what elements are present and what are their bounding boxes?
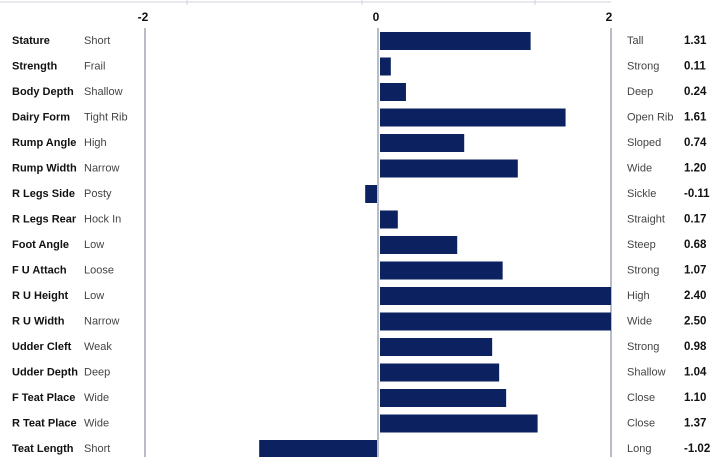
- value-label: 0.24: [684, 86, 707, 98]
- trait-label: R Legs Side: [12, 188, 75, 200]
- high-end-label: Sloped: [627, 137, 661, 149]
- high-end-label: Tall: [627, 35, 644, 47]
- low-end-label: Wide: [84, 392, 109, 404]
- bar-body-depth: [380, 83, 406, 101]
- high-end-label: Strong: [627, 265, 659, 277]
- x-tick-label: -2: [138, 10, 149, 24]
- value-label: 0.74: [684, 137, 707, 149]
- low-end-label: Frail: [84, 61, 105, 73]
- chart-axes: [0, 0, 612, 457]
- trait-label: Rump Angle: [12, 137, 76, 149]
- low-end-label: Loose: [84, 265, 114, 277]
- low-end-label: Low: [84, 239, 104, 251]
- trait-label: R U Height: [12, 290, 69, 302]
- high-end-label: Close: [627, 418, 655, 430]
- trait-label: Stature: [12, 35, 50, 47]
- bar-udder-depth: [380, 363, 500, 382]
- value-label: 1.37: [684, 418, 706, 430]
- high-end-label: High: [627, 290, 650, 302]
- high-end-label: Wide: [627, 316, 652, 328]
- low-end-label: Hock In: [84, 214, 121, 226]
- low-end-label: Deep: [84, 367, 110, 379]
- value-label: -1.02: [684, 443, 710, 455]
- low-end-label: Tight Rib: [84, 112, 128, 124]
- value-label: 0.68: [684, 239, 707, 251]
- low-end-label: Low: [84, 290, 104, 302]
- bar-r-u-width: [380, 312, 611, 331]
- low-end-label: Short: [84, 35, 110, 47]
- value-label: -0.11: [684, 188, 710, 200]
- high-end-label: Strong: [627, 341, 659, 353]
- trait-label: R Legs Rear: [12, 214, 77, 226]
- bar-r-legs-side: [365, 185, 377, 203]
- bar-udder-cleft: [380, 338, 493, 356]
- value-label: 0.17: [684, 214, 706, 226]
- high-end-label: Long: [627, 443, 651, 455]
- high-end-label: Deep: [627, 86, 653, 98]
- value-label: 2.40: [684, 290, 706, 302]
- low-end-label: Wide: [84, 418, 109, 430]
- low-end-label: Weak: [84, 341, 112, 353]
- high-end-label: Straight: [627, 214, 665, 226]
- high-end-label: Steep: [627, 239, 656, 251]
- low-end-label: High: [84, 137, 107, 149]
- chart-bars: [259, 32, 611, 457]
- value-label: 1.31: [684, 35, 707, 47]
- high-end-label: Open Rib: [627, 112, 673, 124]
- value-label: 0.98: [684, 341, 707, 353]
- trait-label: Strength: [12, 61, 58, 73]
- low-end-label: Narrow: [84, 163, 120, 175]
- value-label: 1.61: [684, 112, 707, 124]
- bar-f-u-attach: [380, 261, 503, 280]
- trait-label: F Teat Place: [12, 392, 75, 404]
- bar-r-u-height: [380, 287, 611, 305]
- trait-label: R U Width: [12, 316, 65, 328]
- bar-teat-length: [259, 440, 377, 457]
- bar-r-teat-place: [380, 414, 538, 433]
- low-end-label: Narrow: [84, 316, 120, 328]
- value-label: 0.11: [684, 61, 706, 73]
- bar-r-legs-rear: [380, 210, 398, 229]
- bar-strength: [380, 57, 391, 76]
- trait-label: Teat Length: [12, 443, 74, 455]
- low-end-label: Short: [84, 443, 110, 455]
- x-tick-label: 2: [606, 10, 613, 24]
- value-label: 1.10: [684, 392, 706, 404]
- low-end-label: Shallow: [84, 86, 123, 98]
- value-label: 1.20: [684, 163, 706, 175]
- trait-label: R Teat Place: [12, 418, 77, 430]
- x-tick-label: 0: [373, 10, 380, 24]
- trait-label: Udder Cleft: [12, 341, 72, 353]
- trait-label: Body Depth: [12, 86, 74, 98]
- high-end-label: Shallow: [627, 367, 666, 379]
- chart-labels: -2 0 2 Stature Short Tall 1.31 Strength Frail Str…: [12, 10, 710, 455]
- bar-rump-width: [380, 159, 518, 178]
- trait-label: Foot Angle: [12, 239, 69, 251]
- bar-rump-angle: [380, 134, 465, 152]
- trait-label: Rump Width: [12, 163, 77, 175]
- bar-stature: [380, 32, 531, 50]
- value-label: 1.04: [684, 367, 707, 379]
- bar-foot-angle: [380, 236, 458, 254]
- bar-f-teat-place: [380, 389, 507, 407]
- trait-label: F U Attach: [12, 265, 67, 277]
- high-end-label: Wide: [627, 163, 652, 175]
- value-label: 2.50: [684, 316, 706, 328]
- trait-label: Udder Depth: [12, 367, 78, 379]
- value-label: 1.07: [684, 265, 706, 277]
- trait-label: Dairy Form: [12, 112, 70, 124]
- bar-dairy-form: [380, 108, 566, 127]
- high-end-label: Sickle: [627, 188, 656, 200]
- high-end-label: Close: [627, 392, 655, 404]
- low-end-label: Posty: [84, 188, 112, 200]
- high-end-label: Strong: [627, 61, 659, 73]
